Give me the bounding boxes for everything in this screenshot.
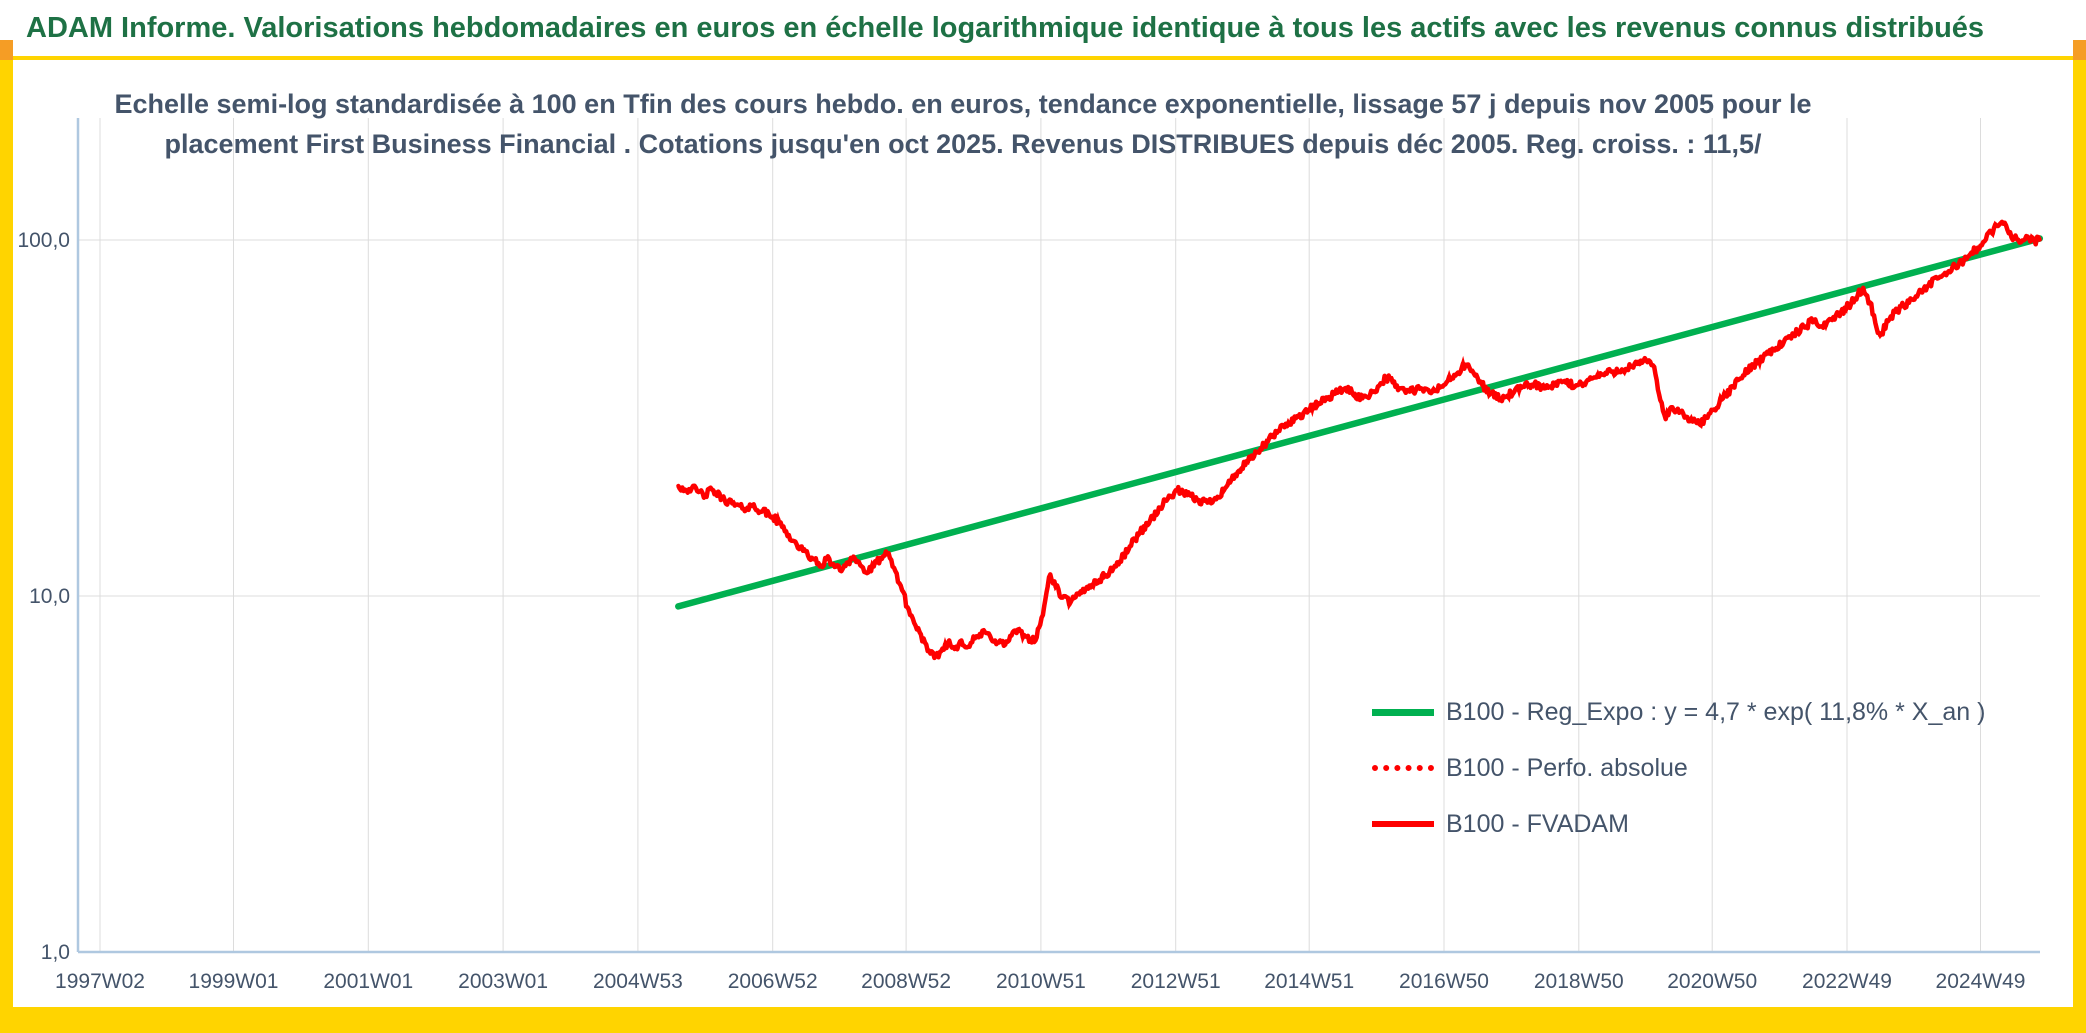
legend-label: B100 - Reg_Expo : y = 4,7 * exp( 11,8% *… — [1446, 697, 1986, 726]
perfo-absolue-line — [676, 218, 2042, 665]
x-tick-label: 2014W51 — [1264, 970, 1354, 993]
x-tick-label: 2006W52 — [728, 970, 818, 993]
dotted-line-swatch-icon — [1372, 765, 1434, 771]
frame-strip-left — [0, 60, 13, 1033]
x-tick-label: 2022W49 — [1802, 970, 1892, 993]
frame-strip-right — [2073, 60, 2086, 1033]
header-divider — [0, 56, 2086, 60]
x-tick-label: 1997W02 — [55, 970, 145, 993]
x-tick-label: 2018W50 — [1534, 970, 1624, 993]
report-header-title: ADAM Informe. Valorisations hebdomadaire… — [0, 0, 2086, 56]
regression-line — [675, 235, 2044, 610]
legend-item-perfo-absolue: B100 - Perfo. absolue — [1372, 740, 1985, 796]
legend-label: B100 - Perfo. absolue — [1446, 753, 1688, 782]
x-tick-label: 2008W52 — [861, 970, 951, 993]
legend-item-regression: B100 - Reg_Expo : y = 4,7 * exp( 11,8% *… — [1372, 684, 1985, 740]
chart-title-line2: placement First Business Financial . Cot… — [164, 129, 1762, 159]
x-tick-label: 2012W51 — [1131, 970, 1221, 993]
legend-label: B100 - FVADAM — [1446, 809, 1629, 838]
legend-item-fvadam: B100 - FVADAM — [1372, 796, 1985, 852]
y-tick-label: 10,0 — [29, 585, 70, 608]
solid-line-swatch-icon — [1372, 821, 1434, 827]
x-tick-label: 2024W49 — [1936, 970, 2026, 993]
chart-title: Echelle semi-log standardisée à 100 en T… — [0, 84, 1926, 164]
x-tick-label: 2004W53 — [593, 970, 683, 993]
y-tick-label: 100,0 — [17, 229, 70, 252]
x-tick-label: 2016W50 — [1399, 970, 1489, 993]
y-tick-label: 1,0 — [41, 941, 70, 964]
x-tick-label: 1999W01 — [189, 970, 279, 993]
chart-legend: B100 - Reg_Expo : y = 4,7 * exp( 11,8% *… — [1372, 684, 1985, 852]
fvadam-line — [676, 219, 2042, 661]
x-tick-label: 2001W01 — [323, 970, 413, 993]
frame-strip-bottom — [0, 1007, 2086, 1033]
frame-corner-left — [0, 40, 13, 60]
chart-title-line1: Echelle semi-log standardisée à 100 en T… — [114, 89, 1812, 119]
x-tick-label: 2003W01 — [458, 970, 548, 993]
regression-line-swatch-icon — [1372, 708, 1434, 716]
frame-corner-right — [2073, 40, 2086, 60]
x-tick-label: 2010W51 — [996, 970, 1086, 993]
x-tick-label: 2020W50 — [1667, 970, 1757, 993]
